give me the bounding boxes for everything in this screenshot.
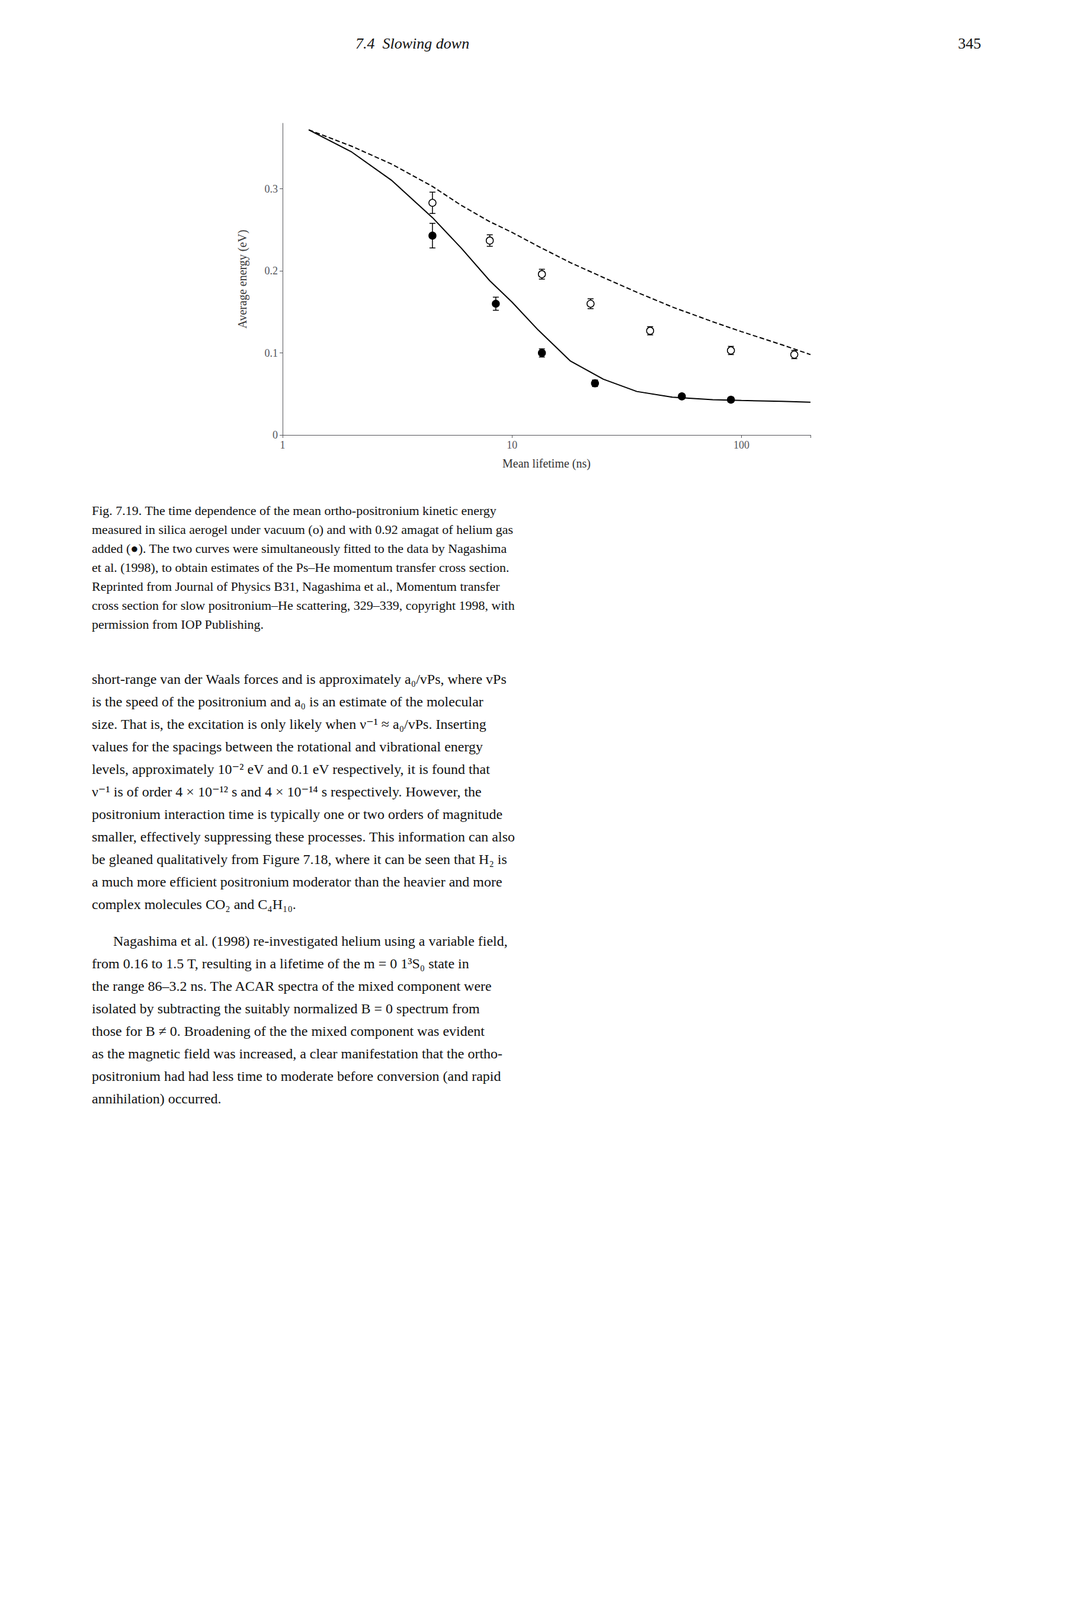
svg-text:Average energy (eV): Average energy (eV) [235, 229, 250, 329]
svg-text:Reprinted from Journal of Phys: Reprinted from Journal of Physics B31, N… [91, 578, 501, 594]
svg-text:size. That is, the excitation: size. That is, the excitation is only li… [91, 716, 487, 732]
svg-text:100: 100 [733, 439, 750, 451]
svg-text:Fig. 7.19. The time dependence: Fig. 7.19. The time dependence of the me… [91, 502, 497, 518]
svg-text:0: 0 [272, 428, 278, 441]
svg-text:short-range van der Waals forc: short-range van der Waals forces and is … [91, 671, 507, 687]
svg-text:et al. (1998), to obtain estim: et al. (1998), to obtain estimates of th… [91, 559, 509, 575]
svg-text:Mean lifetime (ns): Mean lifetime (ns) [502, 456, 591, 471]
svg-text:10: 10 [506, 439, 518, 451]
svg-text:be gleaned qualitatively from: be gleaned qualitatively from Figure 7.1… [91, 851, 508, 867]
svg-text:isolated by subtracting the su: isolated by subtracting the suitably nor… [91, 1000, 480, 1017]
svg-text:7.4 Slowing down: 7.4 Slowing down [355, 34, 470, 53]
svg-text:the range 86–3.2 ns. The ACAR: the range 86–3.2 ns. The ACAR spectra of… [91, 978, 492, 994]
svg-text:positronium had had less time: positronium had had less time to moderat… [91, 1068, 501, 1084]
svg-text:Nagashima et al. (1998) re-inv: Nagashima et al. (1998) re-investigated … [113, 933, 508, 949]
svg-text:as the magnetic field was incr: as the magnetic field was increased, a c… [91, 1045, 503, 1062]
svg-text:is the speed of the positroniu: is the speed of the positronium and a₀ i… [91, 693, 484, 710]
svg-text:measured in silica aerogel und: measured in silica aerogel under vacuum … [91, 521, 514, 537]
svg-text:0.1: 0.1 [264, 347, 279, 360]
svg-text:0.2: 0.2 [264, 264, 279, 277]
svg-text:values for the spacings betwee: values for the spacings between the rota… [91, 738, 483, 755]
svg-text:levels, approximately 10⁻² eV: levels, approximately 10⁻² eV and 0.1 eV… [91, 761, 490, 777]
svg-text:added (●). The two curves were: added (●). The two curves were simultane… [91, 540, 507, 556]
svg-text:cross section for slow positro: cross section for slow positronium–He sc… [91, 597, 515, 613]
svg-text:permission from IOP Publishing: permission from IOP Publishing. [91, 616, 264, 632]
svg-text:0.3: 0.3 [264, 183, 279, 195]
svg-text:those for B ≠ 0. Broadening of: those for B ≠ 0. Broadening of the the m… [91, 1023, 485, 1039]
svg-text:positronium interaction time i: positronium interaction time is typicall… [91, 806, 503, 822]
svg-text:complex molecules CO₂ and C₄H₁: complex molecules CO₂ and C₄H₁₀. [91, 896, 297, 912]
svg-text:ν⁻¹ is of order 4 × 10⁻¹² s an: ν⁻¹ is of order 4 × 10⁻¹² s and 4 × 10⁻¹… [91, 783, 482, 800]
svg-text:annihilation) occurred.: annihilation) occurred. [91, 1090, 222, 1107]
svg-text:from 0.16 to 1.5 T, resulting: from 0.16 to 1.5 T, resulting in a lifet… [91, 955, 470, 972]
svg-text:a much more efficient positron: a much more efficient positronium modera… [91, 873, 503, 890]
svg-text:smaller, effectively suppressi: smaller, effectively suppressing these p… [91, 828, 515, 845]
svg-text:345: 345 [957, 34, 982, 53]
svg-text:1: 1 [280, 439, 286, 451]
